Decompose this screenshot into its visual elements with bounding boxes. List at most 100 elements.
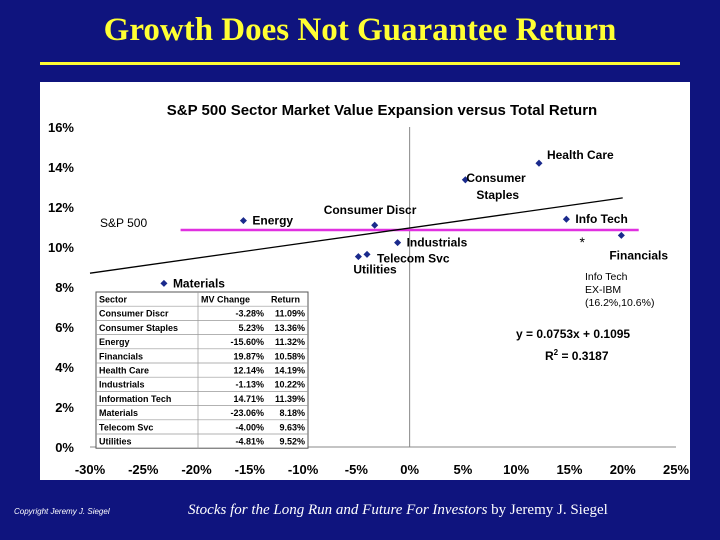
y-tick-label: 12% [48,200,74,215]
table-cell-sector: Industrials [99,380,145,390]
x-axis-labels: -30% -25% -20% -15% -10% -5% 0% 5% 10% 15% 20% 25% [75,462,690,477]
data-point [535,159,543,167]
y-tick-label: 0% [55,440,74,455]
data-point [160,279,168,287]
point-label: Consumer Discr [324,203,417,217]
point-label: Consumer [466,171,526,185]
table-cell-mv-change: -4.00% [235,422,264,432]
trend-equation: y = 0.0753x + 0.1095 [516,327,630,341]
x-tick-label: 20% [610,462,636,477]
table-cell-return: 13.36% [274,323,305,333]
data-point [239,217,247,225]
table-cell-mv-change: -15.60% [230,337,264,347]
table-cell-return: 11.32% [275,337,305,347]
chart-panel: S&P 500 Sector Market Value Expansion ve… [40,82,690,480]
copyright-notice: Copyright Jeremy J. Siegel [14,507,110,516]
y-tick-label: 8% [55,280,74,295]
point-label: Health Care [547,148,614,162]
point-label: Financials [609,248,668,262]
y-axis-labels: 0% 2% 4% 6% 8% 10% 12% 14% 16% [48,120,74,455]
data-point [371,221,379,229]
x-tick-label: 10% [503,462,529,477]
title-underline [40,62,680,65]
y-tick-label: 2% [55,400,74,415]
book-title: Stocks for the Long Run and Future For I… [188,502,488,518]
table-cell-mv-change: -1.13% [235,380,264,390]
table-cell-sector: Energy [99,337,130,347]
point-labels: Consumer Discr Consumer Staples Energy Finan… [173,148,668,290]
table-cell-mv-change: -4.81% [235,437,264,447]
chart-title: S&P 500 Sector Market Value Expansion ve… [167,102,597,119]
table-cell-sector: Consumer Discr [99,309,169,319]
table-cell-return: 10.58% [274,351,305,361]
data-point [354,253,362,261]
sector-data-table: Sector MV Change Return Consumer Discr -3.28… [95,291,309,449]
slide-title: Growth Does Not Guarantee Return [103,12,617,48]
data-point [562,215,570,223]
point-label: Utilities [353,263,397,277]
point-label: Materials [173,276,225,290]
r2-prefix: R [545,349,554,363]
table-header-cell: MV Change [201,295,250,305]
sp500-reference-label: S&P 500 [100,216,147,230]
data-point [461,176,469,184]
point-label: Telecom Svc [377,251,450,265]
x-tick-label: -25% [128,462,159,477]
info-tech-ex-ibm-marker: * [580,234,586,250]
book-author: by Jeremy J. Siegel [487,502,608,518]
table-cell-return: 8.18% [279,408,305,418]
point-label: Staples [476,188,519,202]
x-tick-label: -10% [288,462,319,477]
point-label: Energy [252,214,293,228]
table-cell-sector: Financials [99,351,143,361]
table-cell-sector: Materials [99,408,138,418]
table-cell-mv-change: 5.23% [238,323,264,333]
footer-citation: Stocks for the Long Run and Future For I… [188,502,608,519]
x-tick-label: -20% [181,462,212,477]
table-cell-mv-change: -23.06% [230,408,264,418]
table-cell-return: 14.19% [274,366,305,376]
x-tick-label: -15% [235,462,266,477]
point-label: Industrials [407,236,468,250]
table-cell-sector: Telecom Svc [99,422,153,432]
data-point [617,231,625,239]
table-header-cell: Return [271,295,300,305]
x-tick-label: -5% [345,462,369,477]
point-label: Info Tech [575,212,627,226]
sector-scatter-chart: S&P 500 Sector Market Value Expansion ve… [48,102,690,477]
x-tick-label: -30% [75,462,106,477]
data-points [160,159,625,287]
x-tick-label: 5% [454,462,473,477]
y-tick-label: 6% [55,320,74,335]
r2-value: = 0.3187 [558,349,609,363]
table-cell-sector: Utilities [99,437,132,447]
table-cell-return: 9.63% [279,422,305,432]
table-cell-mv-change: 12.14% [233,366,264,376]
x-tick-label: 15% [556,462,582,477]
x-tick-label: 0% [400,462,419,477]
y-tick-label: 16% [48,120,74,135]
special-point-label-line: (16.2%,10.6%) [585,297,654,309]
table-border [95,291,309,449]
data-point [363,250,371,258]
table-header-cell: Sector [99,295,128,305]
y-tick-label: 14% [48,160,74,175]
table-cell-mv-change: 14.71% [233,394,264,404]
y-tick-label: 4% [55,360,74,375]
special-point-label-line: EX-IBM [585,284,621,296]
table-cell-return: 10.22% [274,380,305,390]
table-cell-return: 9.52% [279,437,305,447]
y-tick-label: 10% [48,240,74,255]
table-cell-sector: Consumer Staples [99,323,178,333]
table-cell-sector: Information Tech [99,394,171,404]
table-cell-return: 11.09% [275,309,305,319]
table-cell-mv-change: -3.28% [235,309,264,319]
special-point-label-line: Info Tech [585,271,628,283]
trend-line [89,197,623,274]
x-tick-label: 25% [663,462,689,477]
data-point [394,239,402,247]
table-cell-return: 11.39% [275,394,305,404]
r2-superscript: 2 [554,348,559,357]
table-cell-sector: Health Care [99,366,149,376]
